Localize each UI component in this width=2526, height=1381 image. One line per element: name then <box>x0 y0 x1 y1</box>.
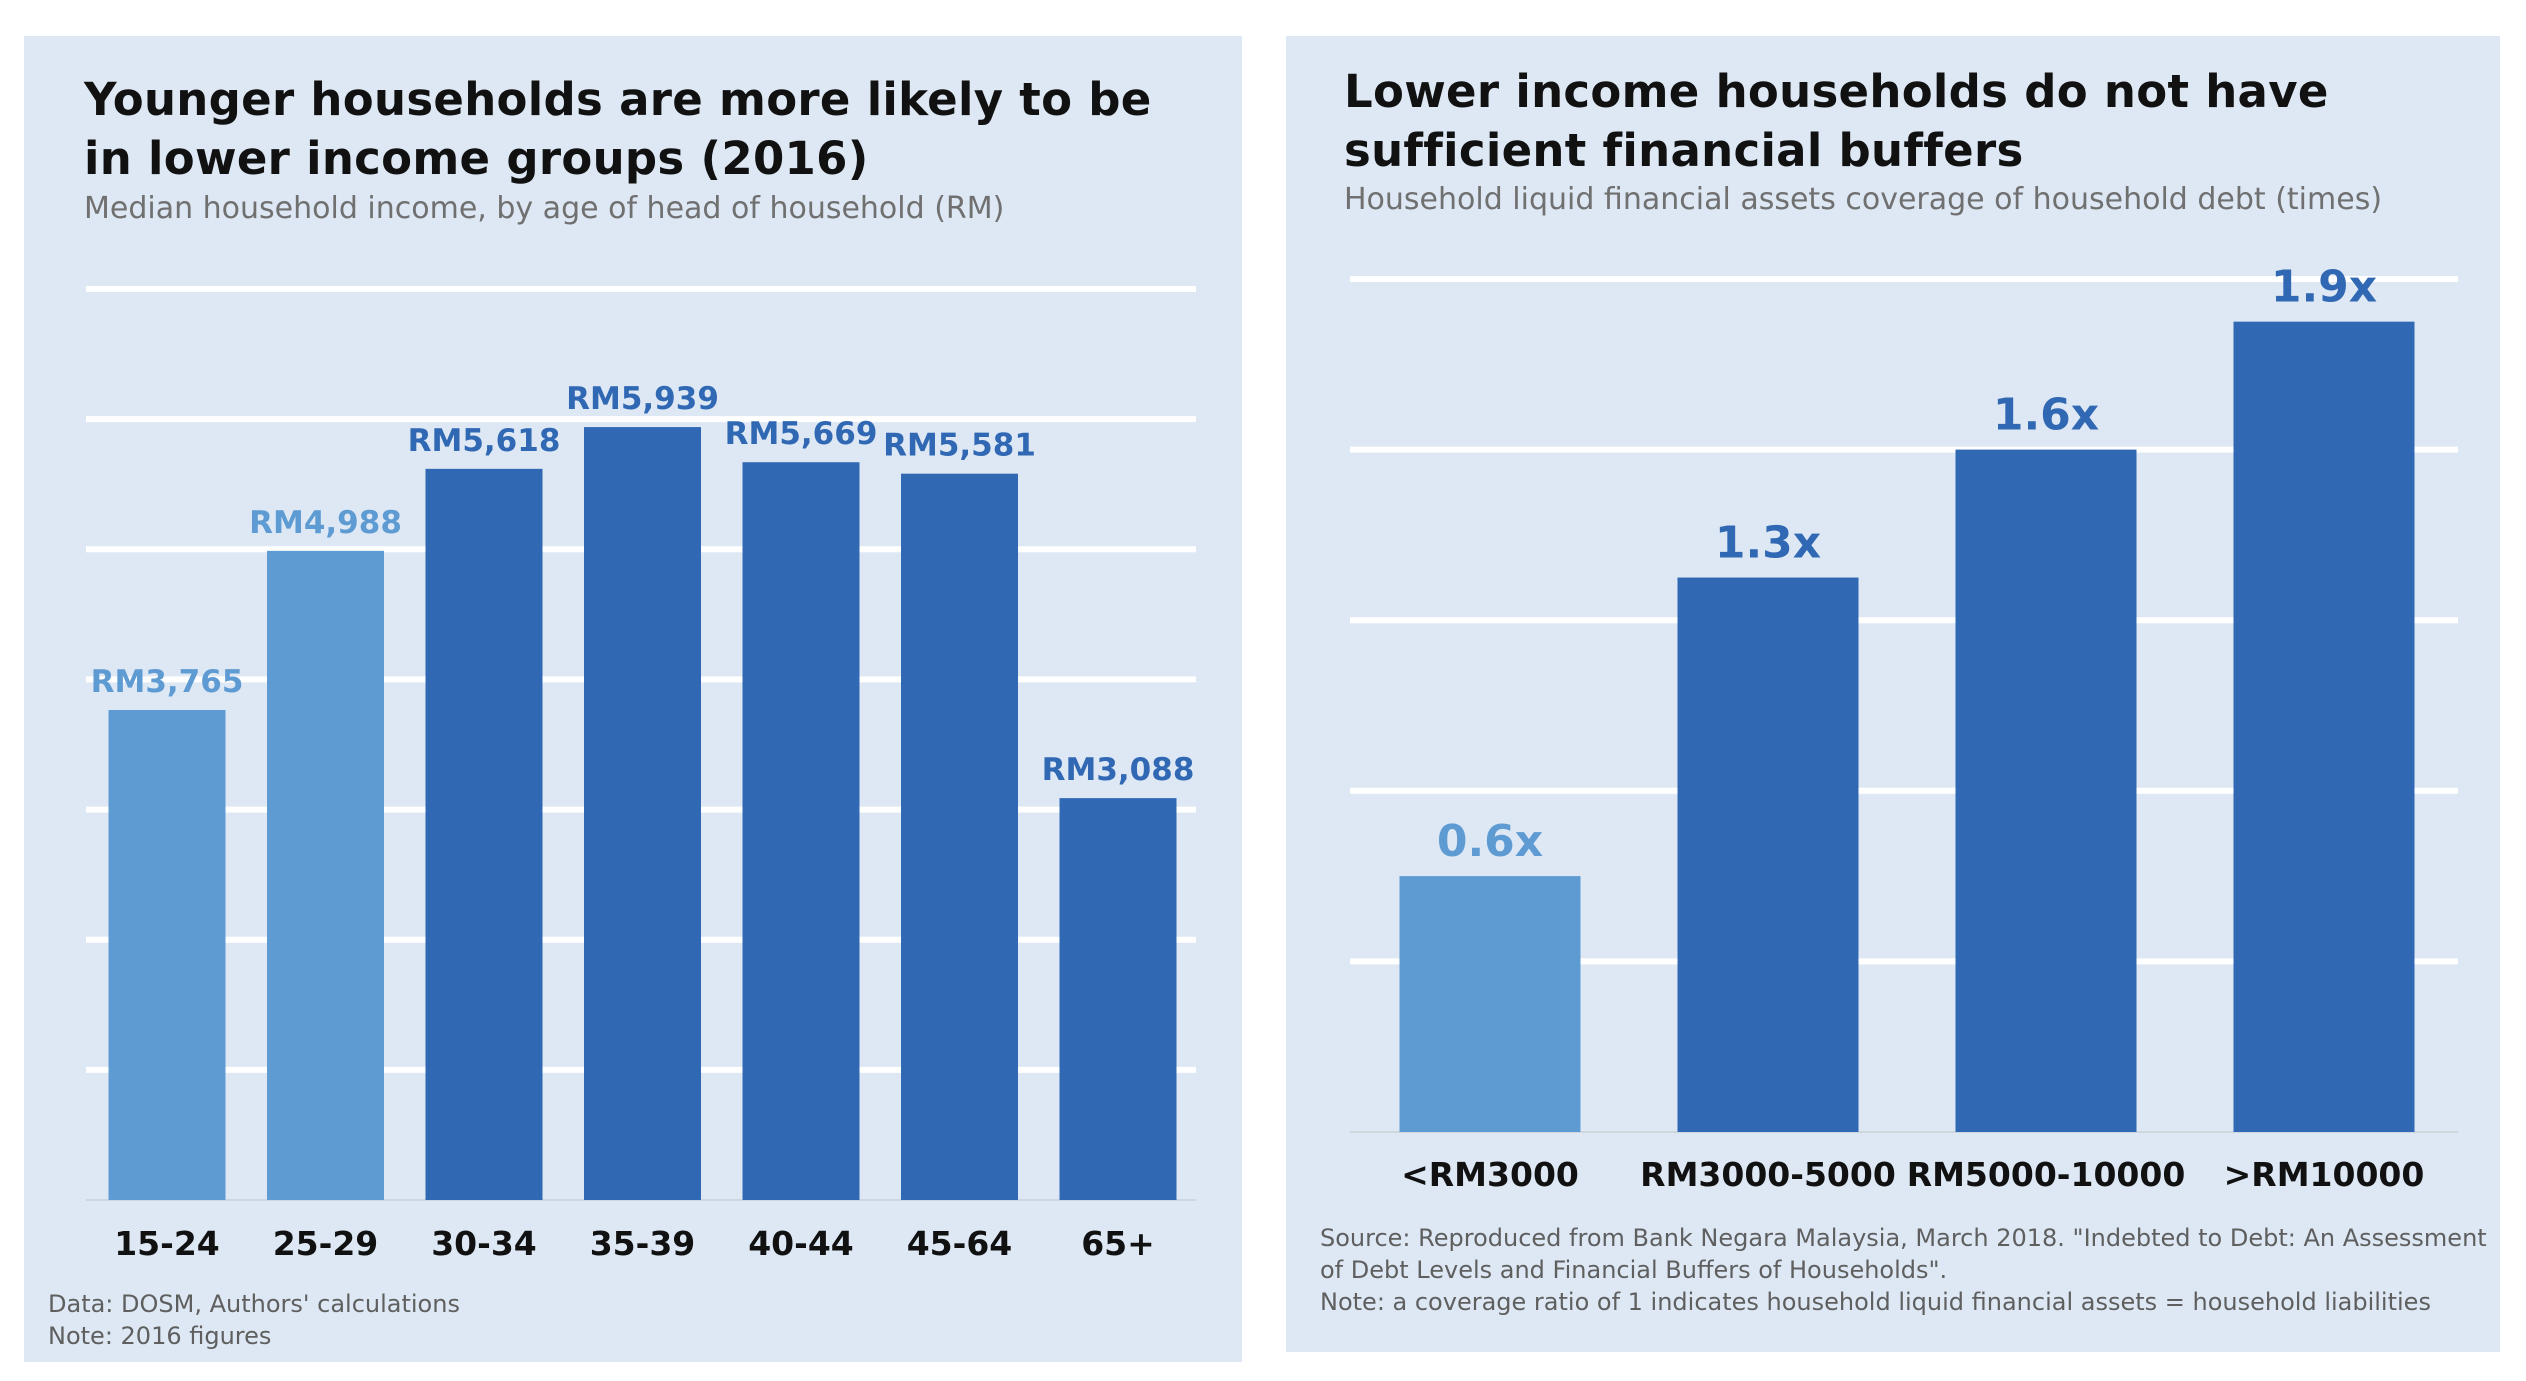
right-source-line-2: of Debt Levels and Financial Buffers of … <box>1320 1256 1948 1284</box>
left-chart-subtitle: Median household income, by age of head … <box>84 191 1005 226</box>
right-bar <box>1399 876 1581 1132</box>
left-bar <box>425 468 543 1200</box>
left-note: Note: 2016 figures <box>48 1322 272 1350</box>
left-category-label: 45-64 <box>907 1224 1013 1263</box>
left-chart-title: Younger households are more likely to be… <box>84 73 1152 185</box>
right-chart-footnote: Source: Reproduced from Bank Negara Mala… <box>1320 1222 2487 1318</box>
right-value-label: 0.6x <box>1437 816 1543 867</box>
right-chart-title: Lower income households do not have suff… <box>1344 65 2329 177</box>
left-value-label: RM3,765 <box>91 664 244 700</box>
right-category-label: >RM10000 <box>2224 1155 2425 1194</box>
left-category-label: 30-34 <box>431 1224 537 1263</box>
right-bar <box>1955 449 2137 1133</box>
right-value-label: 1.9x <box>2271 262 2377 313</box>
left-value-label: RM5,581 <box>883 428 1036 464</box>
right-category-label: <RM3000 <box>1401 1155 1579 1194</box>
right-note: Note: a coverage ratio of 1 indicates ho… <box>1320 1288 2431 1316</box>
left-category-label: 35-39 <box>590 1224 696 1263</box>
right-bar <box>2233 321 2415 1132</box>
left-value-label: RM4,988 <box>249 505 402 541</box>
left-value-label: RM3,088 <box>1042 752 1195 788</box>
left-category-label: 40-44 <box>748 1224 854 1263</box>
left-value-label: RM5,669 <box>725 416 878 452</box>
left-chart-footnote: Data: DOSM, Authors' calculations Note: … <box>48 1288 460 1352</box>
right-bar <box>1677 577 1859 1132</box>
left-category-label: 25-29 <box>273 1224 379 1263</box>
left-bar <box>108 710 226 1200</box>
right-category-label: RM5000-10000 <box>1907 1155 2186 1194</box>
right-value-label: 1.6x <box>1993 390 2099 441</box>
left-data-source: Data: DOSM, Authors' calculations <box>48 1290 460 1318</box>
right-source-line-1: Source: Reproduced from Bank Negara Mala… <box>1320 1224 2487 1252</box>
left-bar <box>742 462 860 1200</box>
right-chart-panel: Lower income households do not have suff… <box>1286 36 2500 1352</box>
left-value-label: RM5,939 <box>566 381 719 417</box>
left-bar-chart: RM3,765 15-24 RM4,988 25-29 RM5,618 30-34 RM5,… <box>86 286 1196 1263</box>
right-bar-chart: 0.6x <RM3000 1.3x RM3000-5000 1.6x RM5000-100… <box>1350 262 2458 1194</box>
right-category-label: RM3000-5000 <box>1640 1155 1896 1194</box>
left-value-label: RM5,618 <box>408 423 561 459</box>
right-value-label: 1.3x <box>1715 518 1821 569</box>
left-chart-panel: Younger households are more likely to be… <box>24 36 1242 1362</box>
left-bar <box>584 427 701 1201</box>
left-category-label: 65+ <box>1081 1224 1155 1263</box>
left-bar <box>901 473 1018 1200</box>
left-category-label: 15-24 <box>114 1224 220 1263</box>
left-bar <box>267 550 384 1200</box>
left-bar <box>1059 798 1177 1200</box>
right-chart-subtitle: Household liquid financial assets covera… <box>1344 182 2383 217</box>
